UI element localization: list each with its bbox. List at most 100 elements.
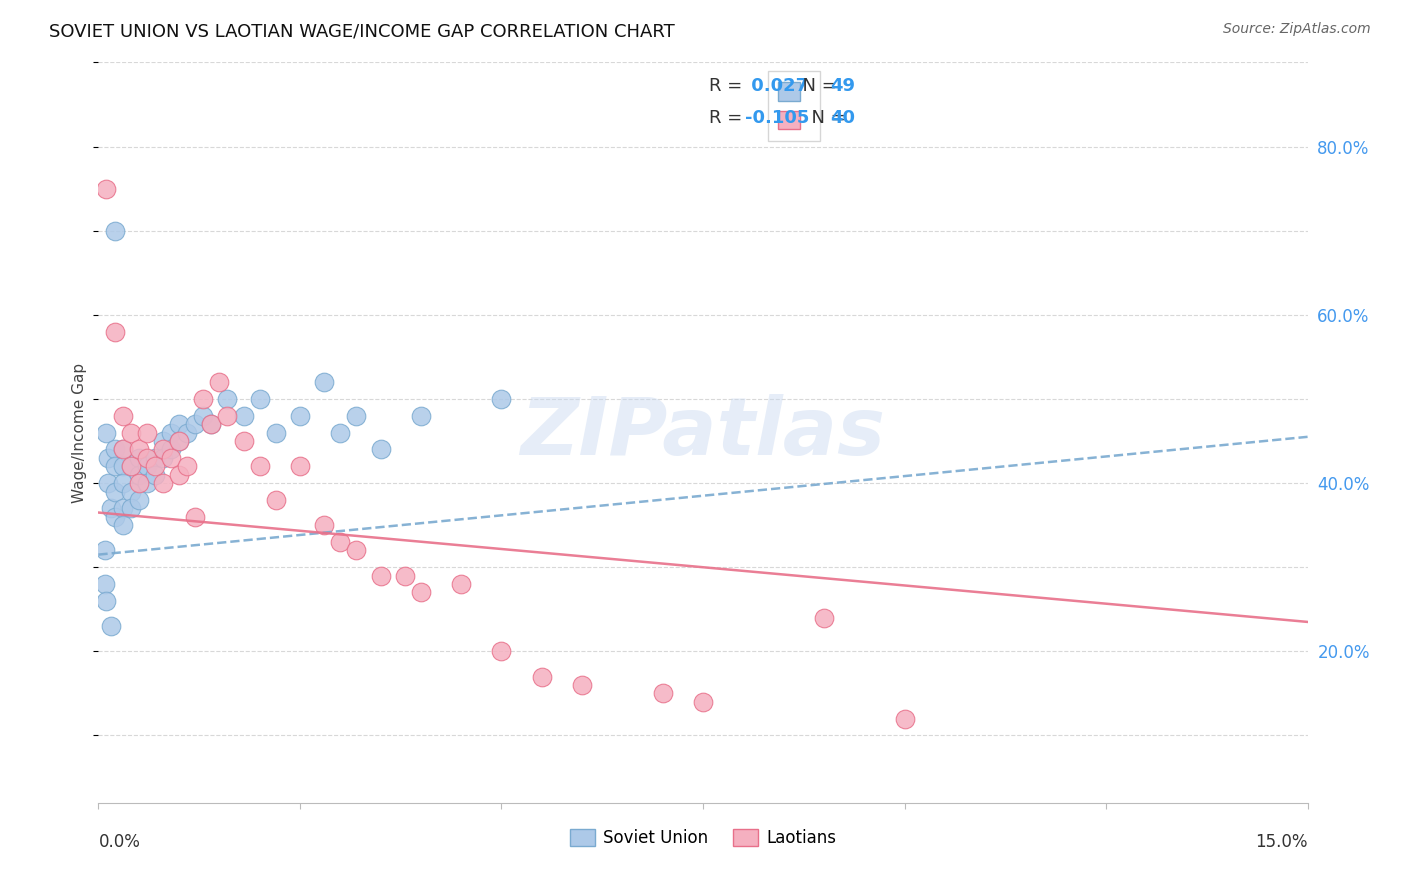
Point <box>249 392 271 406</box>
Point <box>264 492 287 507</box>
Point <box>96 425 118 440</box>
Point <box>329 425 352 440</box>
Point <box>394 568 416 582</box>
Point <box>571 678 593 692</box>
Point <box>152 434 174 448</box>
Point <box>450 577 472 591</box>
Point <box>120 484 142 499</box>
Point <box>249 459 271 474</box>
Point <box>100 619 122 633</box>
Point <box>128 492 150 507</box>
Point <box>491 392 513 406</box>
Point <box>813 611 835 625</box>
Point <box>111 518 134 533</box>
Point <box>409 409 432 423</box>
Point <box>111 501 134 516</box>
Legend: Soviet Union, Laotians: Soviet Union, Laotians <box>562 822 844 854</box>
Point <box>217 409 239 423</box>
Point <box>160 442 183 457</box>
Point <box>94 577 117 591</box>
Point <box>167 434 190 448</box>
Point <box>160 425 183 440</box>
Point <box>135 459 157 474</box>
Point <box>103 442 125 457</box>
Point <box>111 459 134 474</box>
Text: N =: N = <box>800 109 851 127</box>
Point <box>692 695 714 709</box>
Text: 15.0%: 15.0% <box>1256 833 1308 851</box>
Text: N =: N = <box>792 77 842 95</box>
Y-axis label: Wage/Income Gap: Wage/Income Gap <box>72 362 87 503</box>
Point <box>200 417 222 432</box>
Point <box>94 543 117 558</box>
Text: ZIPatlas: ZIPatlas <box>520 393 886 472</box>
Point <box>135 476 157 491</box>
Point <box>232 409 254 423</box>
Point <box>96 594 118 608</box>
Point <box>96 181 118 195</box>
Point <box>893 712 915 726</box>
Point <box>152 442 174 457</box>
Point <box>530 670 553 684</box>
Point <box>103 224 125 238</box>
Point <box>120 501 142 516</box>
Point <box>111 442 134 457</box>
Point <box>344 543 367 558</box>
Point <box>97 476 120 491</box>
Point <box>200 417 222 432</box>
Point <box>329 535 352 549</box>
Point <box>370 568 392 582</box>
Point <box>651 686 673 700</box>
Point <box>111 409 134 423</box>
Point <box>370 442 392 457</box>
Text: Source: ZipAtlas.com: Source: ZipAtlas.com <box>1223 22 1371 37</box>
Point <box>128 450 150 465</box>
Point <box>128 467 150 482</box>
Point <box>491 644 513 658</box>
Text: 49: 49 <box>830 77 855 95</box>
Point <box>167 467 190 482</box>
Point <box>288 409 311 423</box>
Point <box>314 518 336 533</box>
Point <box>103 459 125 474</box>
Point <box>184 417 207 432</box>
Point <box>143 459 166 474</box>
Point <box>100 501 122 516</box>
Point <box>176 459 198 474</box>
Point <box>143 450 166 465</box>
Point <box>193 409 215 423</box>
Point <box>103 509 125 524</box>
Point <box>103 325 125 339</box>
Point <box>128 442 150 457</box>
Point <box>120 425 142 440</box>
Point <box>152 450 174 465</box>
Point <box>264 425 287 440</box>
Point <box>97 450 120 465</box>
Point <box>314 375 336 389</box>
Point <box>344 409 367 423</box>
Point <box>128 476 150 491</box>
Point <box>143 467 166 482</box>
Point <box>288 459 311 474</box>
Point <box>217 392 239 406</box>
Text: SOVIET UNION VS LAOTIAN WAGE/INCOME GAP CORRELATION CHART: SOVIET UNION VS LAOTIAN WAGE/INCOME GAP … <box>49 22 675 40</box>
Point <box>232 434 254 448</box>
Text: 0.027: 0.027 <box>745 77 808 95</box>
Point <box>176 425 198 440</box>
Point <box>135 425 157 440</box>
Text: 40: 40 <box>830 109 855 127</box>
Point <box>111 476 134 491</box>
Point <box>193 392 215 406</box>
Point <box>103 484 125 499</box>
Point <box>167 417 190 432</box>
Point <box>160 450 183 465</box>
Point <box>184 509 207 524</box>
Text: 0.0%: 0.0% <box>98 833 141 851</box>
Text: -0.105: -0.105 <box>745 109 810 127</box>
Point <box>208 375 231 389</box>
Point <box>120 459 142 474</box>
Point <box>152 476 174 491</box>
Point <box>135 450 157 465</box>
Point <box>111 442 134 457</box>
Text: R =: R = <box>709 77 748 95</box>
